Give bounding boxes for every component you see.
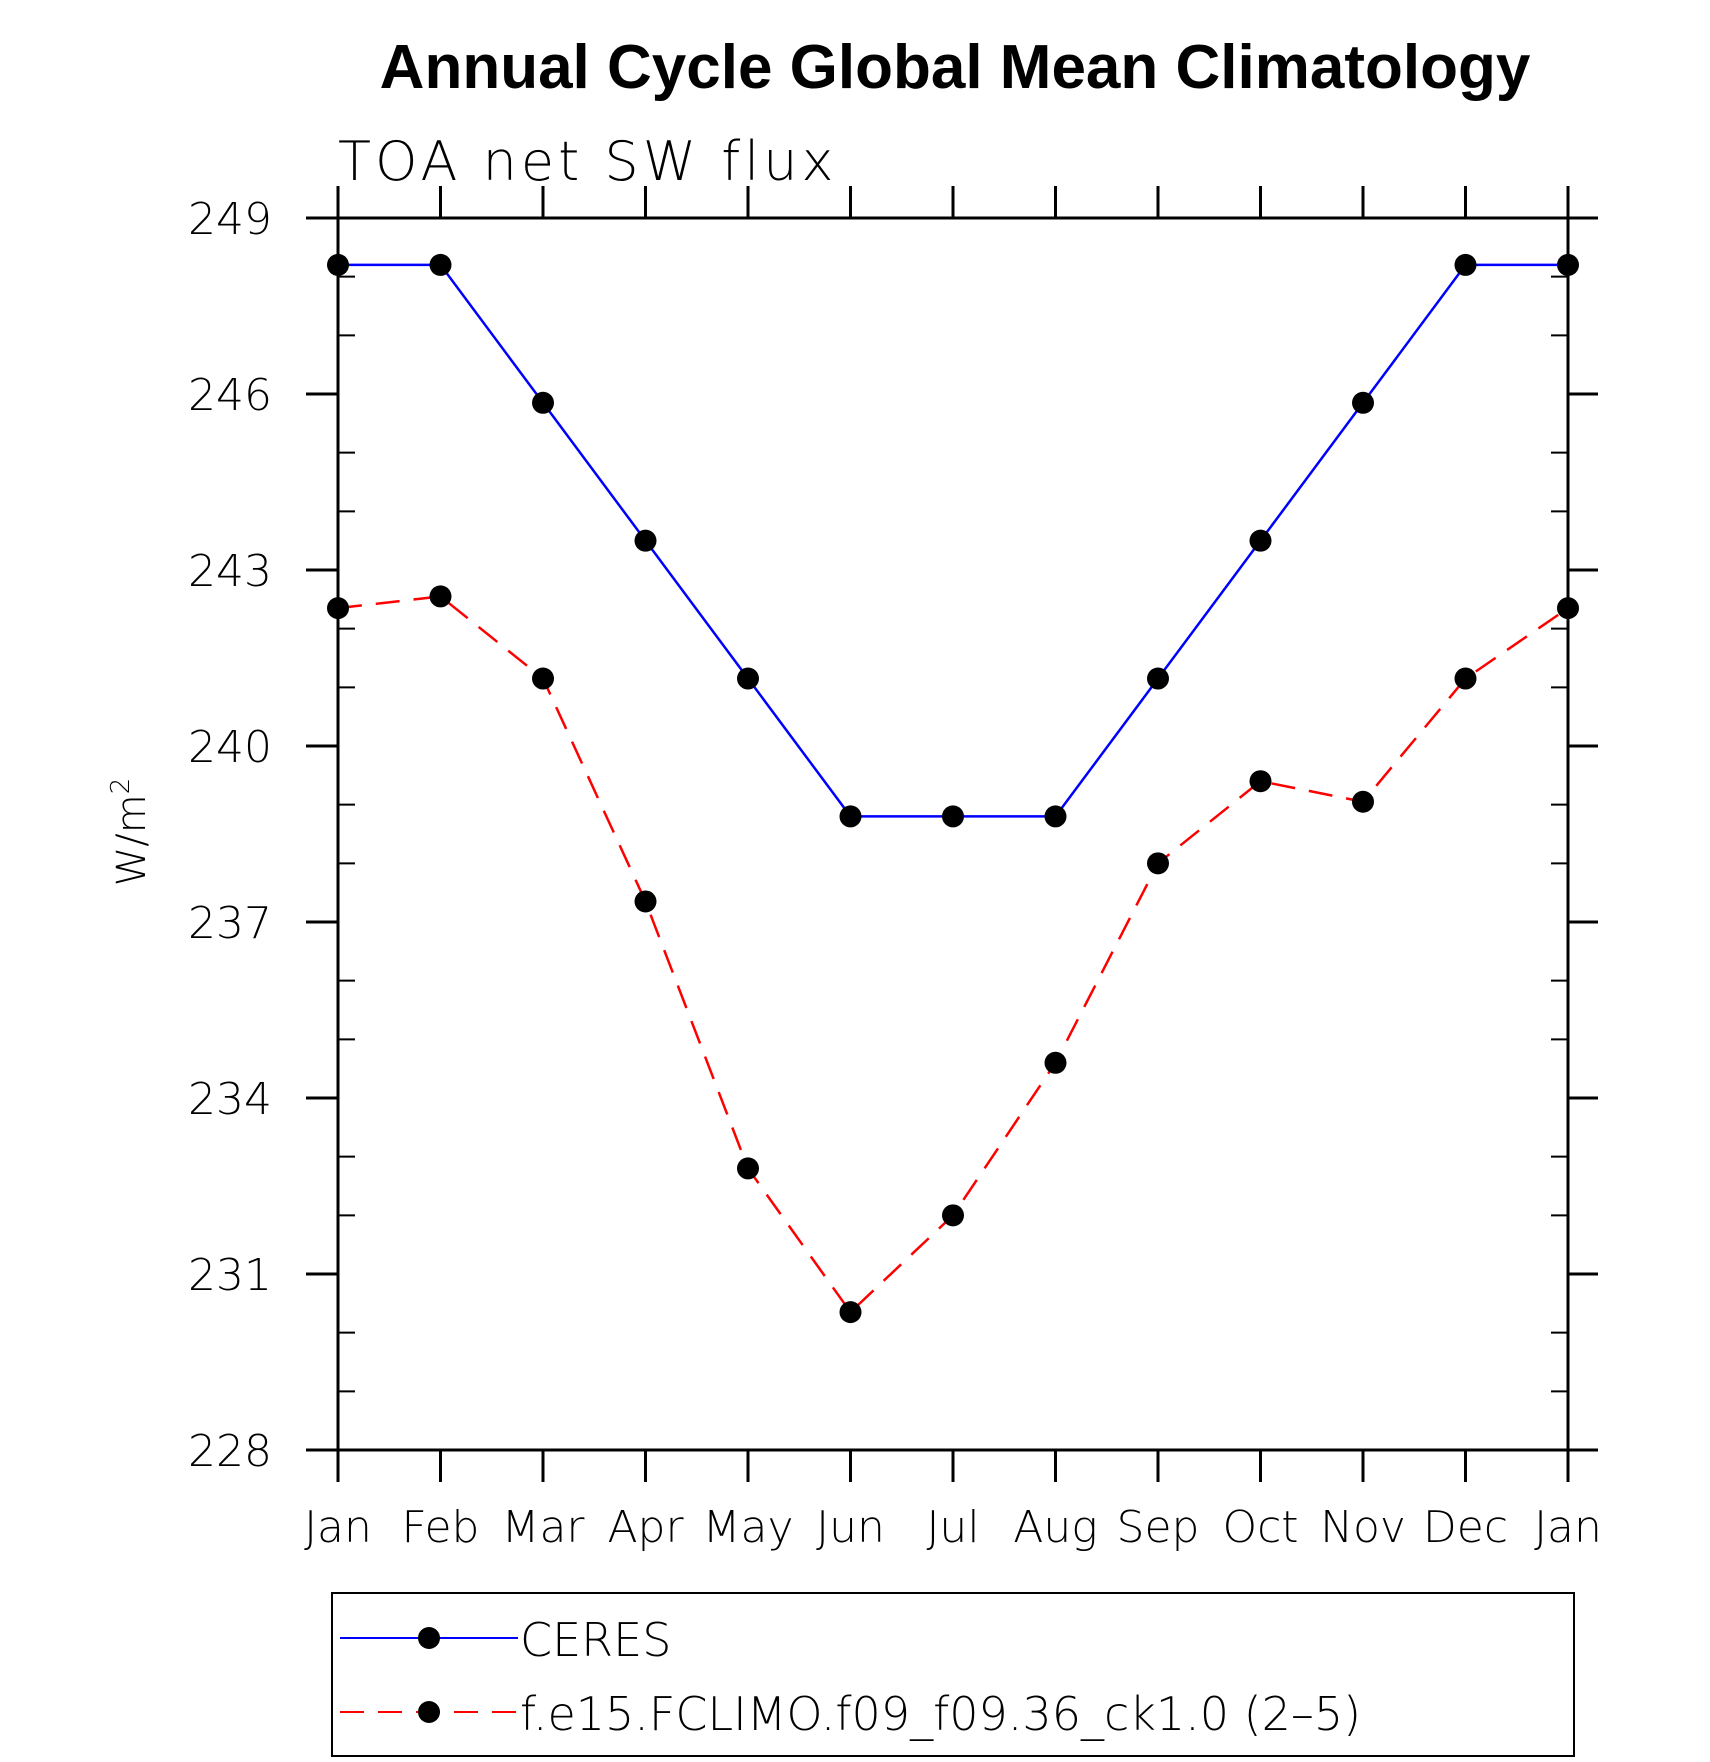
y-tick-label: 249 (188, 194, 272, 245)
chart-subtitle: TOA net SW flux (338, 130, 837, 193)
y-tick-label: 231 (188, 1250, 272, 1301)
y-tick-label: 228 (188, 1426, 272, 1477)
y-axis-label-text: W/m (109, 794, 155, 886)
y-tick-label: 240 (188, 722, 272, 773)
series-line-0 (338, 263, 1568, 818)
data-point-series-1 (532, 667, 554, 690)
data-point-series-0 (429, 253, 452, 276)
x-tick-label: Jan (1534, 1502, 1602, 1553)
x-tick-label: Jul (926, 1502, 979, 1553)
data-point-series-0 (737, 667, 759, 690)
data-point-series-1 (1454, 667, 1477, 690)
data-point-series-0 (942, 805, 964, 828)
data-point-series-0 (1044, 805, 1067, 828)
x-tick-label: May (703, 1502, 794, 1553)
x-tick-label: Oct (1222, 1502, 1298, 1553)
data-point-series-1 (737, 1157, 759, 1180)
x-tick-label: Mar (501, 1502, 585, 1553)
svg-text:W/m2: W/m2 (106, 778, 155, 887)
data-point-series-1 (1352, 790, 1374, 813)
legend-label-model: f.e15.FCLIMO.f09_f09.36_ck1.0 (2–5) (520, 1687, 1361, 1741)
data-point-series-1 (634, 890, 657, 913)
x-tick-labels: Jan Feb Mar Apr May Jun Jul Aug Sep Oct Nov Dec Jan (304, 1502, 1602, 1553)
minor-ticks (338, 275, 1568, 1393)
data-point-series-1 (1044, 1051, 1067, 1074)
x-tick-label: Dec (1423, 1502, 1508, 1553)
data-point-series-1 (942, 1204, 964, 1227)
x-tick-label: Apr (607, 1502, 684, 1553)
data-point-series-0 (1352, 391, 1374, 414)
x-tick-label: Feb (402, 1502, 480, 1553)
x-tick-label: Nov (1320, 1502, 1406, 1553)
chart-title: Annual Cycle Global Mean Climatology (380, 33, 1531, 102)
data-point-series-1 (429, 585, 452, 608)
major-ticks (306, 186, 1598, 1482)
series-lines (337, 263, 1569, 1315)
data-point-series-0 (532, 391, 554, 414)
data-point-series-0 (634, 529, 657, 552)
data-point-series-0 (1147, 667, 1169, 690)
data-point-series-0 (839, 805, 862, 828)
y-tick-label: 234 (188, 1074, 272, 1125)
legend: CERES f.e15.FCLIMO.f09_f09.36_ck1.0 (2–5… (331, 1592, 1575, 1757)
data-point-series-1 (1147, 852, 1169, 875)
data-point-series-1 (1249, 770, 1272, 793)
x-tick-label: Aug (1013, 1502, 1097, 1553)
y-tick-label: 246 (188, 370, 272, 421)
data-point-series-1 (839, 1301, 862, 1324)
legend-box (331, 1592, 1575, 1757)
legend-label-ceres: CERES (520, 1613, 671, 1667)
y-tick-label: 243 (188, 546, 272, 597)
x-tick-label: Jun (816, 1502, 885, 1553)
data-point-series-0 (1454, 253, 1477, 276)
legend-marker-model (418, 1701, 440, 1723)
data-point-series-0 (1249, 529, 1272, 552)
y-axis-label: W/m2 (106, 778, 155, 887)
plot-frame (336, 216, 1570, 1452)
series-markers (327, 253, 1579, 1324)
x-tick-label: Sep (1117, 1502, 1200, 1553)
x-tick-label: Jan (304, 1502, 372, 1553)
y-tick-labels: 228 231 234 237 240 243 246 249 (188, 194, 272, 1477)
y-axis-label-superscript: 2 (106, 778, 136, 795)
legend-marker-ceres (418, 1627, 440, 1649)
y-tick-label: 237 (188, 898, 272, 949)
